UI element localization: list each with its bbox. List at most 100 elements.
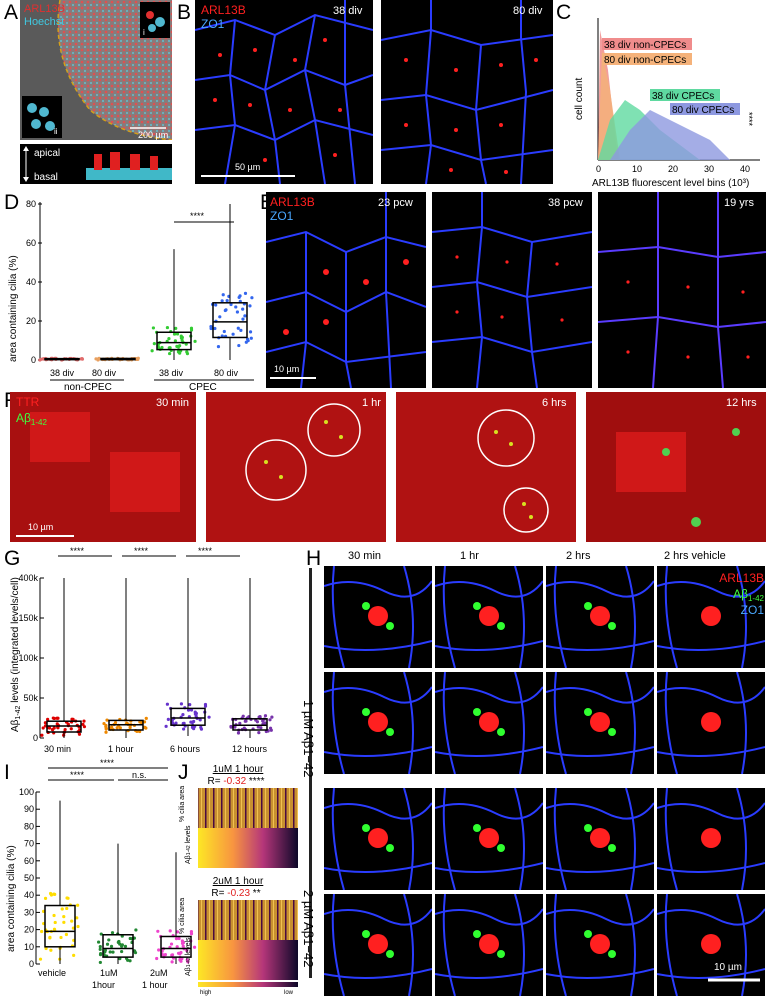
panel-d-ylabel: area containing cilia (%) bbox=[8, 255, 19, 362]
panel-g-point bbox=[43, 721, 47, 725]
panel-d-point bbox=[193, 339, 197, 343]
panel-i-point bbox=[174, 937, 179, 941]
panel-d-point bbox=[165, 325, 170, 330]
panel-i-point bbox=[53, 892, 57, 896]
panel-c-tick-20: 20 bbox=[668, 164, 678, 174]
panel-d-point bbox=[231, 332, 235, 336]
panel-h-scale: 10 µm bbox=[714, 962, 742, 973]
panel-c-xlabel: ARL13B fluorescent level bins (10³) bbox=[592, 178, 749, 189]
panel-e-time1: 23 pcw bbox=[378, 197, 413, 209]
panel-d-box-3 bbox=[209, 204, 254, 360]
panel-d-point bbox=[248, 304, 252, 308]
panel-b-scale: 50 µm bbox=[235, 162, 260, 172]
panel-j-row2-b: Aβ1-42 levels bbox=[185, 937, 192, 976]
panel-g-point bbox=[105, 718, 109, 722]
panel-i-point bbox=[76, 903, 80, 907]
panel-d-point bbox=[167, 346, 171, 350]
panel-i-point bbox=[128, 959, 132, 963]
panel-i-point bbox=[43, 896, 48, 900]
panel-d-point bbox=[213, 326, 217, 331]
panel-i-point bbox=[53, 920, 57, 925]
panel-a-basal: basal bbox=[34, 172, 58, 183]
panel-h-scale-wrap: 10 µm bbox=[708, 962, 760, 982]
panel-d-point bbox=[152, 342, 156, 346]
panel-g-point bbox=[181, 712, 185, 717]
panel-d-box-0 bbox=[38, 356, 85, 362]
panel-g-point bbox=[259, 726, 263, 730]
panel-h-stain1: ARL13B bbox=[719, 571, 764, 585]
panel-i-cat-2: 1uM bbox=[100, 968, 118, 978]
panel-b-image-80div: 80 div bbox=[381, 0, 553, 184]
panel-i-ytick-4: 40 bbox=[24, 890, 34, 900]
panel-g-cat-4: 12 hours bbox=[232, 744, 268, 754]
panel-g-point bbox=[170, 721, 175, 725]
panel-g-cat-3: 6 hours bbox=[170, 744, 201, 754]
panel-h-col-3: 2 hrs bbox=[566, 550, 591, 562]
panel-d-point bbox=[248, 330, 253, 334]
panel-j-chart: 1uM 1 hour R= -0.32 **** % cilia area Aβ… bbox=[179, 764, 298, 996]
panel-h-stain3: ZO1 bbox=[741, 603, 765, 617]
panel-f-scale: 10 µm bbox=[28, 522, 53, 532]
panel-e-time3: 19 yrs bbox=[724, 197, 754, 209]
panel-g-point bbox=[70, 717, 74, 721]
panel-h-cell-r1-c2 bbox=[435, 566, 543, 668]
panel-g-iqr bbox=[232, 718, 268, 731]
panel-g-point bbox=[179, 702, 184, 706]
panel-g-point bbox=[190, 720, 195, 725]
panel-i-cat-3: 2uM bbox=[150, 968, 168, 978]
panel-h-cell-r1-c4 bbox=[657, 566, 765, 668]
panel-i-stars-1: **** bbox=[100, 758, 115, 768]
panel-d-box-2 bbox=[150, 249, 197, 360]
panel-i-point bbox=[189, 930, 194, 934]
panel-d-ytick-3: 60 bbox=[26, 238, 36, 248]
panel-i-point bbox=[109, 944, 114, 949]
panel-h-letter: H bbox=[306, 547, 322, 570]
panel-d-point bbox=[150, 349, 154, 353]
panel-i-point bbox=[70, 919, 74, 923]
panel-d-point bbox=[175, 332, 180, 336]
panel-g-point bbox=[181, 721, 185, 726]
panel-i-point bbox=[98, 947, 102, 951]
panel-g-point bbox=[192, 727, 196, 731]
panel-i-letter: I bbox=[4, 761, 10, 784]
panel-c-tick-40: 40 bbox=[740, 164, 750, 174]
panel-g-point bbox=[243, 719, 247, 723]
panel-a-letter: A bbox=[4, 1, 19, 24]
panel-g-point bbox=[115, 726, 119, 730]
panel-c-chart: 38 div non-CPECs 80 div non-CPECs 38 div… bbox=[574, 18, 760, 189]
panel-h-col-1: 30 min bbox=[348, 550, 382, 562]
panel-i-point bbox=[98, 960, 102, 965]
panel-d-point bbox=[156, 345, 161, 350]
panel-d-point bbox=[235, 310, 240, 314]
panel-g-ytick-3: 150k bbox=[18, 613, 38, 623]
panel-e-scale: 10 µm bbox=[274, 364, 299, 374]
panel-g-point bbox=[238, 721, 242, 725]
panel-i-point bbox=[170, 960, 174, 964]
panel-i-iqr bbox=[160, 935, 192, 958]
panel-i-point bbox=[180, 941, 185, 945]
panel-i-point bbox=[177, 936, 181, 941]
panel-i-point bbox=[192, 945, 197, 949]
panel-d-point bbox=[189, 326, 194, 330]
panel-c-legend-80-cpec: 80 div CPECs bbox=[672, 105, 734, 116]
panel-h-cell-r2-c1 bbox=[324, 672, 432, 774]
panel-i-ytick-3: 30 bbox=[24, 907, 34, 917]
panel-g-point bbox=[52, 726, 56, 730]
panel-g-letter: G bbox=[4, 547, 21, 570]
panel-i-point bbox=[99, 932, 103, 936]
panel-i-point bbox=[62, 920, 66, 924]
panel-f-image-6hrs: 6 hrs bbox=[396, 392, 576, 542]
panel-c-letter: C bbox=[556, 1, 572, 24]
panel-i-point bbox=[48, 935, 52, 939]
panel-g-point bbox=[203, 702, 208, 707]
panel-i-point bbox=[48, 891, 53, 896]
panel-j-row1-b: % cilia area bbox=[179, 898, 186, 934]
panel-h-cell-r3-c2 bbox=[435, 788, 543, 890]
panel-g-point bbox=[55, 722, 59, 726]
panel-h-cell-r1-c3 bbox=[546, 566, 654, 668]
panel-d-group-4: 80 div bbox=[214, 368, 239, 378]
panel-j-r2: R= -0.23 ** bbox=[211, 888, 260, 899]
panel-d-ytick-1: 20 bbox=[26, 316, 36, 326]
panel-d-point bbox=[234, 305, 238, 309]
panel-d-point bbox=[249, 336, 253, 340]
